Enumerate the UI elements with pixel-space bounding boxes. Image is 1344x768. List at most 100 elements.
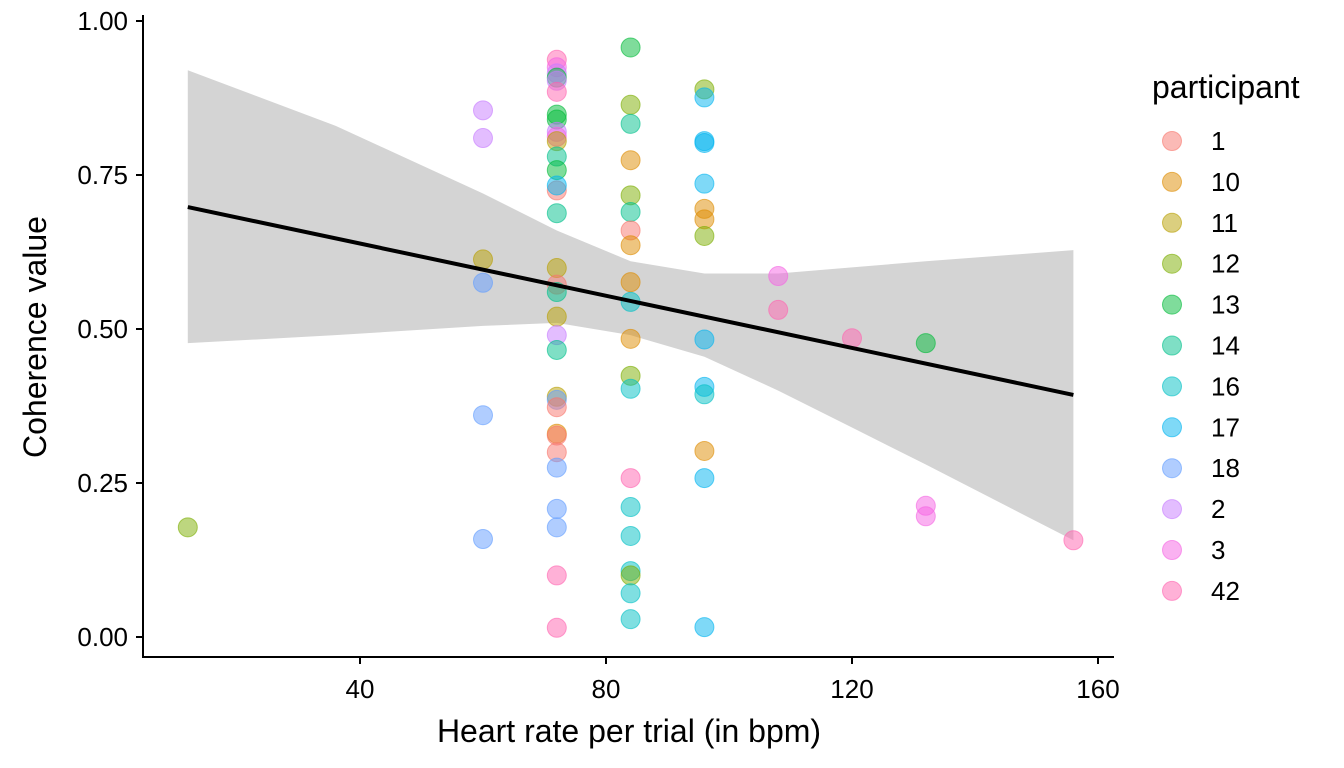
data-point-participant-10	[620, 328, 641, 349]
x-axis-title: Heart rate per trial (in bpm)	[437, 713, 821, 749]
legend-label: 14	[1211, 331, 1240, 361]
data-point-participant-11	[546, 306, 567, 327]
legend-item-2: 2	[1162, 494, 1225, 524]
legend-title: participant	[1152, 69, 1300, 105]
data-point-participant-16	[620, 583, 641, 604]
y-tick-label: 0.25	[77, 468, 128, 498]
data-point-participant-18	[546, 498, 567, 519]
legend-item-1: 1	[1162, 126, 1225, 156]
legend-label: 3	[1211, 535, 1225, 565]
data-point-participant-2	[473, 100, 493, 121]
data-point-participant-3	[915, 506, 936, 527]
legend-swatch	[1162, 417, 1182, 438]
x-ticks: 40 80 120 160	[346, 657, 1120, 704]
data-point-participant-14	[546, 203, 567, 224]
x-tick-label: 160	[1076, 674, 1119, 704]
legend-swatch	[1162, 171, 1182, 192]
data-point-participant-10	[620, 235, 641, 256]
data-point-participant-17	[694, 173, 715, 194]
data-point-participant-14	[620, 201, 641, 222]
legend-item-13: 13	[1162, 290, 1240, 320]
legend-swatch	[1162, 376, 1182, 397]
legend-swatch	[1162, 540, 1182, 560]
data-point-participant-16	[620, 609, 641, 630]
legend-swatch	[1162, 253, 1182, 274]
legend-label: 12	[1211, 249, 1240, 279]
y-tick-label: 0.75	[77, 160, 128, 190]
legend-item-42: 42	[1162, 576, 1240, 606]
legend-label: 10	[1211, 167, 1240, 197]
legend-swatch	[1162, 580, 1182, 601]
x-tick-label: 120	[830, 674, 873, 704]
legend-swatch	[1162, 458, 1182, 479]
legend-label: 18	[1211, 453, 1240, 483]
y-tick-label: 1.00	[77, 6, 128, 36]
data-point-participant-16	[620, 497, 641, 518]
legend-label: 2	[1211, 494, 1225, 524]
legend-swatch	[1162, 335, 1182, 356]
data-point-participant-16	[620, 378, 641, 399]
legend-item-12: 12	[1162, 249, 1240, 279]
data-point-participant-12	[620, 565, 641, 586]
data-point-participant-10	[694, 440, 715, 461]
legend-label: 42	[1211, 576, 1240, 606]
data-point-participant-10	[620, 272, 641, 293]
legend-label: 1	[1211, 126, 1225, 156]
legend-item-18: 18	[1162, 453, 1240, 483]
regression-line-layer	[187, 205, 1074, 397]
legend-label: 13	[1211, 290, 1240, 320]
data-point-participant-14	[546, 339, 567, 360]
data-point-participant-3	[768, 266, 789, 287]
legend-swatch	[1162, 131, 1182, 151]
data-point-participant-42	[546, 565, 567, 586]
legend-item-10: 10	[1162, 167, 1240, 197]
data-point-participant-17	[546, 175, 567, 196]
data-point-participant-17	[694, 329, 715, 350]
legend-label: 17	[1211, 412, 1240, 442]
points-layer	[177, 37, 1084, 638]
legend: 1 10 11 12 13 14 16 17 18 2 3 42	[1162, 126, 1240, 606]
data-point-participant-18	[473, 405, 493, 426]
data-point-participant-18	[546, 517, 567, 538]
data-point-participant-13	[620, 37, 641, 58]
x-tick-label: 80	[592, 674, 621, 704]
legend-item-14: 14	[1162, 331, 1240, 361]
y-axis-title: Coherence value	[17, 216, 53, 458]
regression-line	[187, 205, 1074, 397]
legend-item-17: 17	[1162, 412, 1240, 442]
data-point-participant-18	[473, 272, 493, 293]
data-point-participant-17	[694, 132, 715, 153]
data-point-participant-17	[694, 617, 715, 638]
data-point-participant-17	[694, 87, 715, 108]
data-point-participant-42	[768, 299, 789, 320]
legend-label: 11	[1211, 208, 1238, 238]
data-point-participant-12	[694, 225, 715, 246]
data-point-participant-13	[915, 333, 936, 354]
axes	[142, 15, 1114, 658]
legend-label: 16	[1211, 371, 1240, 401]
data-point-participant-17	[694, 468, 715, 489]
y-tick-label: 0.00	[77, 622, 128, 652]
legend-item-16: 16	[1162, 371, 1240, 401]
data-point-participant-10	[620, 150, 641, 171]
legend-swatch	[1162, 499, 1182, 520]
data-point-participant-12	[620, 94, 641, 115]
data-point-participant-16	[620, 525, 641, 546]
data-point-participant-2	[473, 128, 493, 149]
data-point-participant-14	[620, 113, 641, 134]
legend-item-11: 11	[1162, 208, 1238, 238]
data-point-participant-42	[546, 81, 567, 102]
x-tick-label: 40	[346, 674, 375, 704]
data-point-participant-42	[620, 468, 641, 489]
data-point-participant-16	[694, 384, 715, 405]
data-point-participant-42	[1063, 530, 1084, 551]
data-point-participant-11	[473, 249, 493, 270]
data-point-participant-18	[473, 529, 493, 550]
data-point-participant-1	[546, 397, 567, 418]
legend-swatch	[1162, 212, 1182, 233]
y-ticks: 0.00 0.25 0.50 0.75 1.00	[77, 6, 143, 652]
data-point-participant-18	[546, 457, 567, 478]
data-point-participant-42	[546, 617, 567, 638]
data-point-participant-12	[177, 517, 198, 538]
